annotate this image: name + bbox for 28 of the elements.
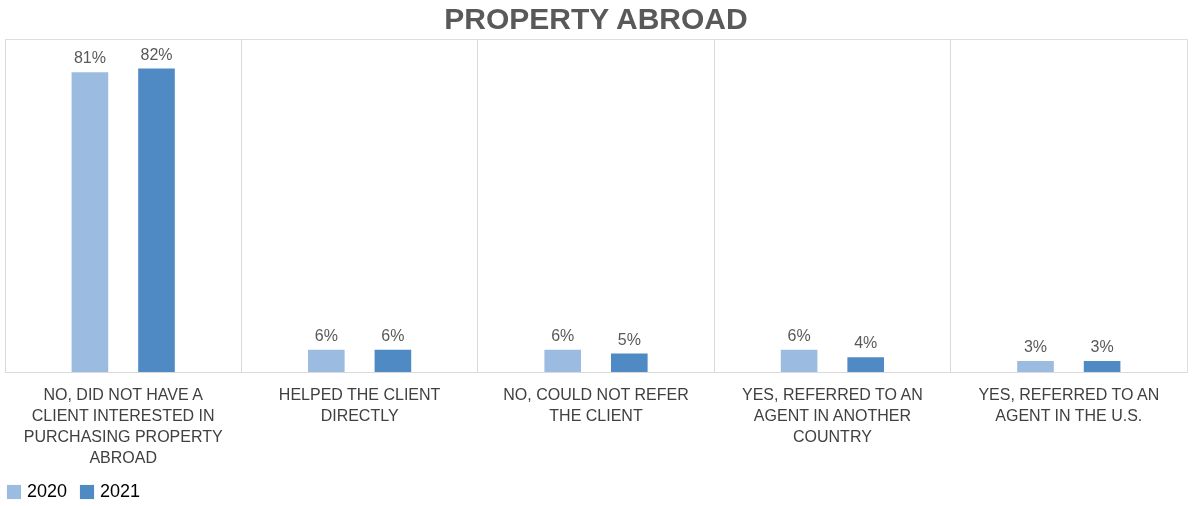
x-tick-label: NO, DID NOT HAVE A CLIENT INTERESTED IN PURCHASING PROPERTY ABROAD <box>23 385 223 466</box>
data-label: 6% <box>381 326 405 344</box>
legend-label: 2020 <box>27 481 68 501</box>
x-tick-label: YES, REFERRED TO AN AGENT IN THE U.S. <box>978 385 1160 424</box>
x-tick-label: HELPED THE CLIENT DIRECTLY <box>278 385 441 424</box>
data-label: 3% <box>1090 337 1114 355</box>
chart-title: PROPERTY ABROAD <box>444 2 748 35</box>
x-tick-label: NO, COULD NOT REFER THE CLIENT <box>503 385 689 424</box>
x-tick-label: YES, REFERRED TO AN AGENT IN ANOTHER COUNTRY <box>742 385 923 445</box>
bar <box>780 349 818 372</box>
data-label: 3% <box>1023 337 1048 355</box>
bar <box>847 357 885 372</box>
bar <box>544 349 582 372</box>
bar <box>71 72 109 372</box>
data-label: 6% <box>314 326 338 344</box>
bar <box>1017 360 1054 372</box>
bar <box>138 68 175 372</box>
bar <box>1083 360 1121 372</box>
data-label: 82% <box>140 45 173 63</box>
data-label: 6% <box>551 326 575 344</box>
bar <box>374 349 412 372</box>
bar <box>307 349 345 372</box>
bar <box>610 353 648 372</box>
data-label: 6% <box>787 326 811 344</box>
data-label: 81% <box>73 49 106 67</box>
data-label: 5% <box>617 330 641 348</box>
legend-label: 2021 <box>100 481 141 501</box>
data-label: 4% <box>854 334 878 352</box>
